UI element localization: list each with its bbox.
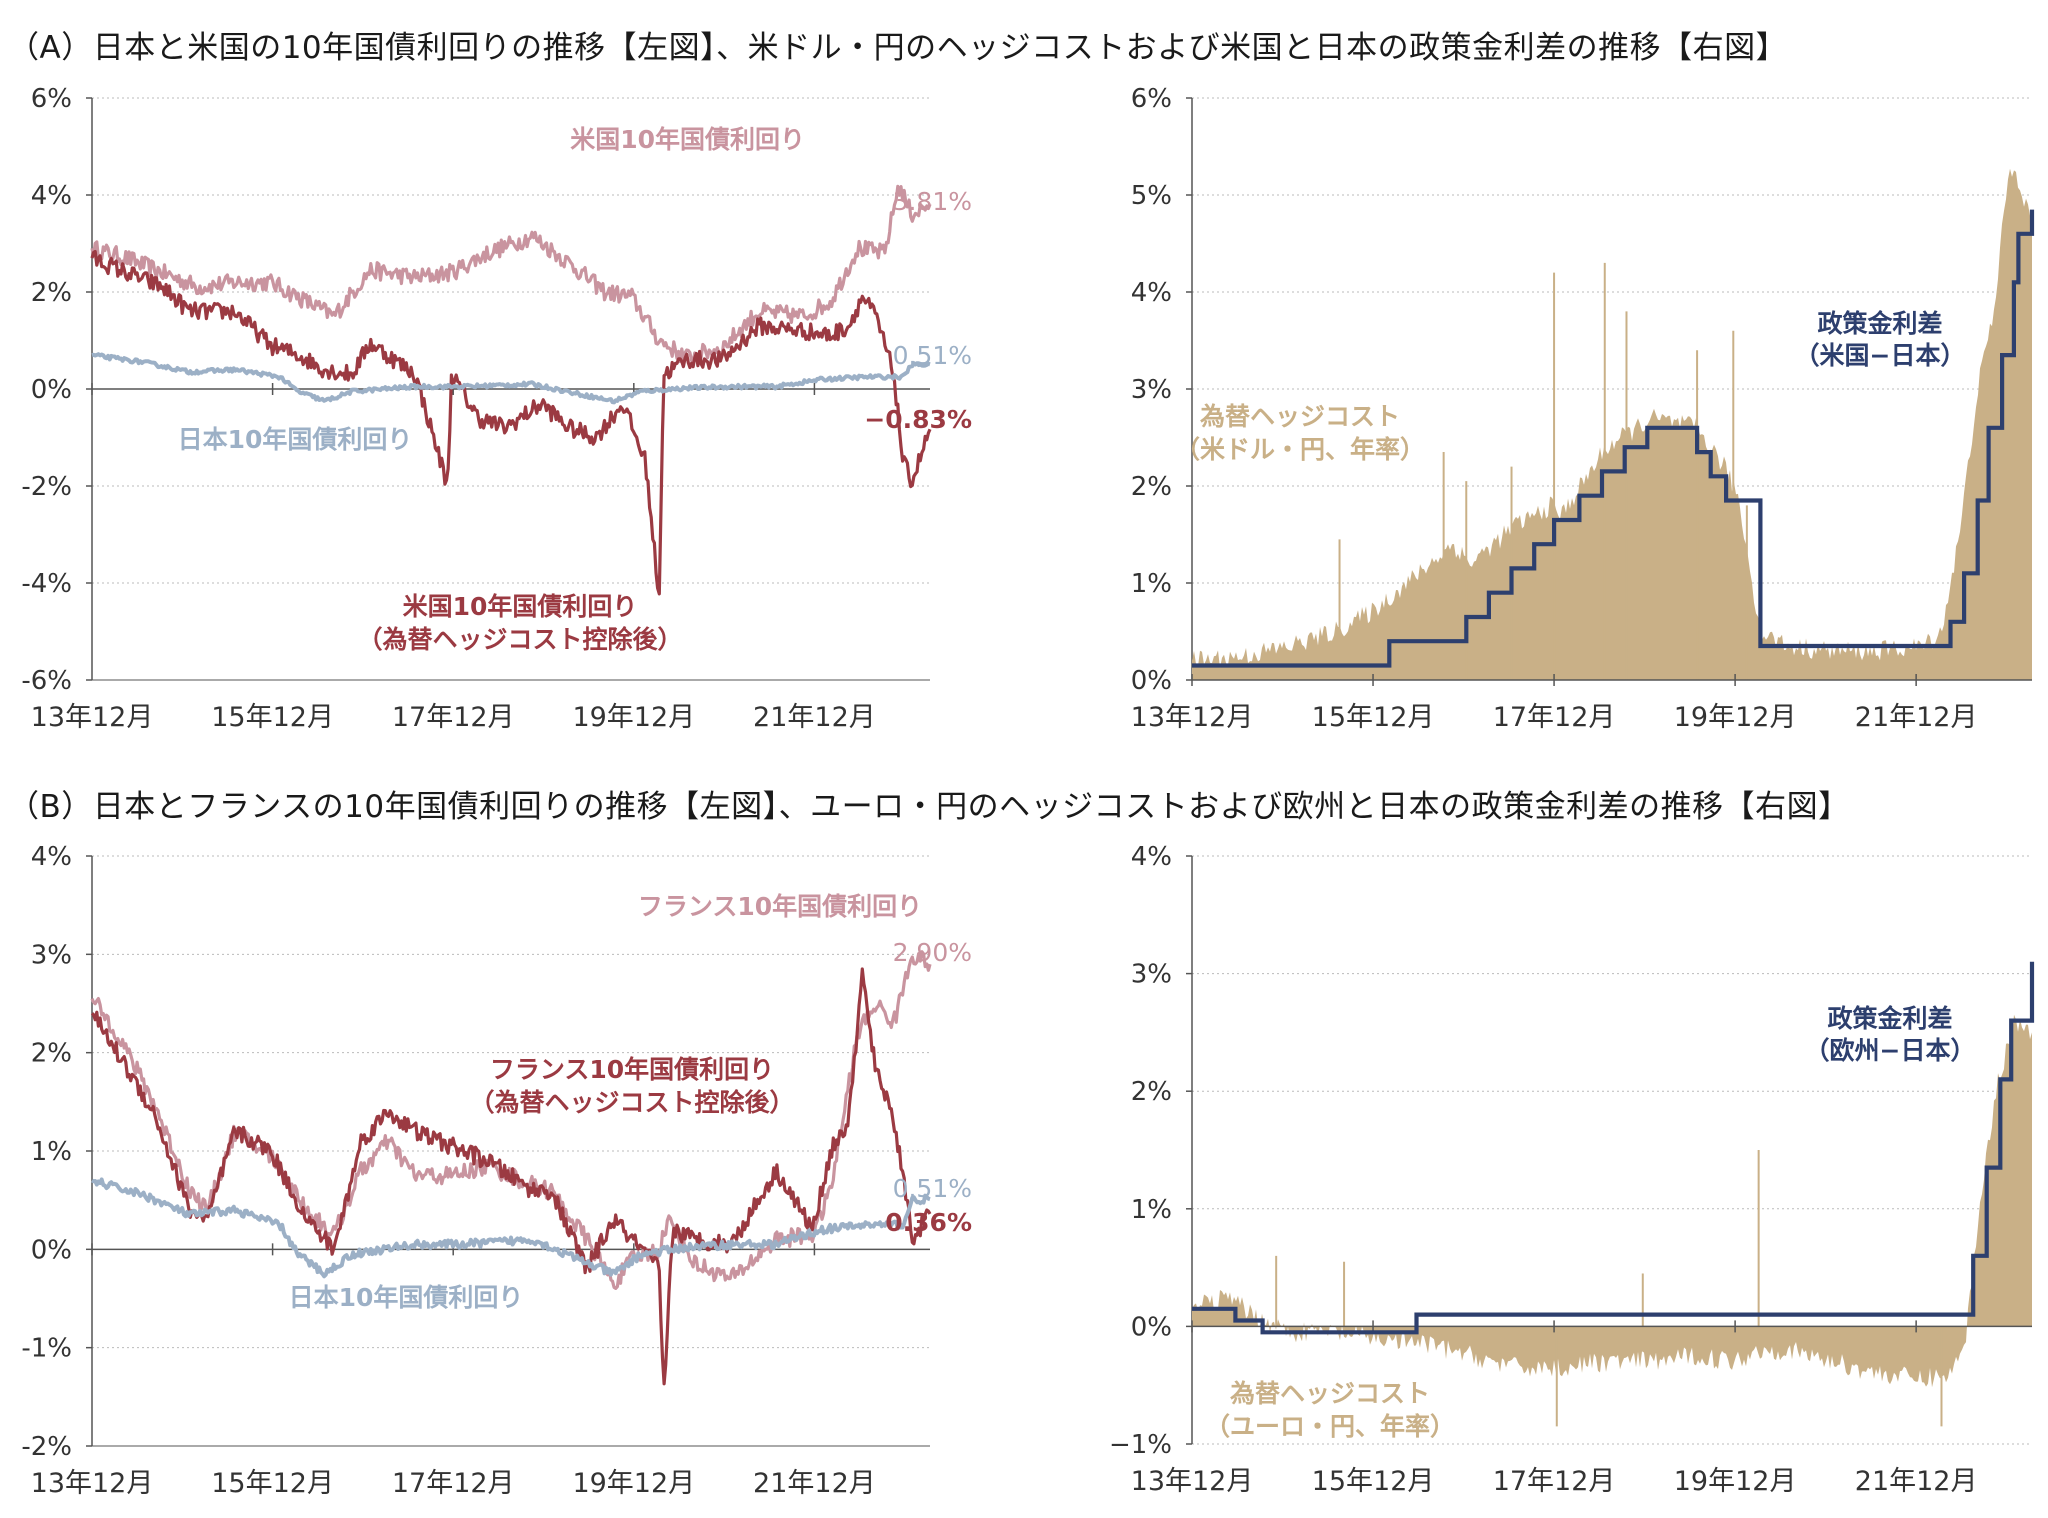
end-value-label-japan: 0.51% [893, 1174, 972, 1203]
chart-a-left-svg: 6% 4% 2% 0% -2% -4% -6% 13年12月 15年12月 17年12月 19年12… [21, 84, 972, 733]
end-value-label-foreign: 3.81% [893, 187, 972, 216]
y-tick-label: 2% [1131, 472, 1172, 502]
chart-a-left: 6% 4% 2% 0% -2% -4% -6% 13年12月 15年12月 17年12月 19年12… [0, 70, 1000, 770]
x-tick-label: 13年12月 [31, 702, 154, 733]
y-tick-label: 0% [31, 1235, 72, 1265]
y-tick-label: 0% [1131, 1312, 1172, 1342]
x-tick-label: 21年12月 [753, 702, 876, 733]
x-tick-label: 19年12月 [1674, 702, 1797, 733]
series-label-policy_diff: （米国−日本） [1795, 341, 1966, 370]
series-label-foreign: 米国10年国債利回り [570, 125, 805, 154]
x-tick-label: 15年12月 [211, 702, 334, 733]
x-tick-label: 17年12月 [1493, 702, 1616, 733]
y-tick-label: 4% [1131, 278, 1172, 308]
section-b-title: （B）日本とフランスの10年国債利回りの推移【左図】、ユーロ・円のヘッジコストお… [8, 789, 1850, 825]
end-value-label-hedged: 0.36% [885, 1208, 972, 1237]
x-tick-label: 15年12月 [1312, 702, 1435, 733]
y-tick-label: 5% [1131, 181, 1172, 211]
y-tick-label: 0% [1131, 666, 1172, 696]
policy-diff-step-line [1192, 961, 2035, 1335]
x-tick-label: 13年12月 [1131, 702, 1254, 733]
x-tick-label: 21年12月 [1855, 1466, 1978, 1497]
chart-a-right: 6% 5% 4% 3% 2% 1% 0% 13年12月 15年12月 17年12月 19年12月 21… [1060, 70, 2048, 770]
x-tick-label: 19年12月 [572, 1468, 695, 1499]
policy-diff-step-line [1192, 209, 2035, 668]
y-tick-label: 4% [31, 181, 72, 211]
series-line-hedged [90, 967, 932, 1386]
y-tick-label: 1% [1131, 1195, 1172, 1225]
chart-a-right-svg: 6% 5% 4% 3% 2% 1% 0% 13年12月 15年12月 17年12月 19年12月 21… [1131, 84, 2035, 733]
y-tick-label: −1% [1109, 1430, 1172, 1460]
series-label-policy_diff: 政策金利差 [1817, 309, 1942, 338]
series-label-hedged: フランス10年国債利回り [490, 1055, 774, 1084]
y-tick-label: 2% [31, 278, 72, 308]
y-tick-label: 3% [31, 940, 72, 970]
y-tick-label: 3% [1131, 960, 1172, 990]
series-label-hedged: 米国10年国債利回り [403, 592, 638, 621]
y-tick-label: -1% [21, 1334, 72, 1364]
hedge-cost-area [1192, 1014, 2032, 1388]
y-tick-label: 2% [31, 1039, 72, 1069]
y-tick-label: -2% [21, 472, 72, 502]
end-value-label-hedged: −0.83% [864, 405, 972, 434]
chart-b-left-svg: 4% 3% 2% 1% 0% -1% -2% 13年12月 15年12月 17年12月 19年12月… [21, 842, 972, 1499]
series-label-hedge_cost: （ユーロ・円、年率） [1205, 1412, 1455, 1441]
y-tick-label: -2% [21, 1432, 72, 1462]
chart-b-right-svg: 4% 3% 2% 1% 0% −1% 13年12月 15年12月 17年12月 19年12月 21年… [1109, 842, 2035, 1497]
x-tick-label: 13年12月 [1131, 1466, 1254, 1497]
end-value-label-japan: 0.51% [893, 341, 972, 370]
series-label-hedge_cost: 為替ヘッジコスト [1230, 1379, 1430, 1408]
end-value-label-foreign: 2.90% [893, 938, 972, 967]
y-tick-label: 3% [1131, 375, 1172, 405]
series-label-policy_diff: （欧州−日本） [1805, 1036, 1976, 1065]
x-tick-label: 21年12月 [753, 1468, 876, 1499]
y-tick-label: 6% [1131, 84, 1172, 114]
y-tick-label: -4% [21, 569, 72, 599]
x-tick-label: 15年12月 [211, 1468, 334, 1499]
x-tick-label: 19年12月 [1674, 1466, 1797, 1497]
y-tick-label: 2% [1131, 1077, 1172, 1107]
x-tick-label: 15年12月 [1312, 1466, 1435, 1497]
y-tick-label: 1% [31, 1137, 72, 1167]
chart-b-left: 4% 3% 2% 1% 0% -1% -2% 13年12月 15年12月 17年12月 19年12月… [0, 834, 1000, 1518]
chart-b-right: 4% 3% 2% 1% 0% −1% 13年12月 15年12月 17年12月 19年12月 21年… [1060, 834, 2048, 1518]
x-tick-label: 13年12月 [31, 1468, 154, 1499]
series-label-policy_diff: 政策金利差 [1827, 1004, 1952, 1033]
y-tick-label: -6% [21, 666, 72, 696]
y-tick-label: 1% [1131, 569, 1172, 599]
series-label-japan: 日本10年国債利回り [178, 425, 413, 454]
y-tick-label: 6% [31, 84, 72, 114]
x-tick-label: 17年12月 [392, 1468, 515, 1499]
x-tick-label: 17年12月 [1493, 1466, 1616, 1497]
series-label-hedged: （為替ヘッジコスト控除後） [469, 1088, 794, 1117]
y-tick-label: 0% [31, 375, 72, 405]
series-line-hedged [90, 249, 932, 596]
series-label-foreign: フランス10年国債利回り [638, 892, 922, 921]
series-line-foreign [90, 184, 932, 364]
hedge-cost-area [1192, 168, 2032, 680]
series-line-japan [91, 352, 931, 405]
series-line-japan [91, 1177, 931, 1279]
x-tick-label: 19年12月 [572, 702, 695, 733]
y-tick-label: 4% [1131, 842, 1172, 872]
y-tick-label: 4% [31, 842, 72, 872]
x-tick-label: 17年12月 [392, 702, 515, 733]
series-label-hedged: （為替ヘッジコスト控除後） [357, 625, 682, 654]
series-label-hedge_cost: 為替ヘッジコスト [1200, 402, 1400, 431]
series-label-hedge_cost: （米ドル・円、年率） [1175, 435, 1425, 464]
x-tick-label: 21年12月 [1855, 702, 1978, 733]
section-a-title: （A）日本と米国の10年国債利回りの推移【左図】、米ドル・円のヘッジコストおよび… [8, 30, 1788, 66]
series-label-japan: 日本10年国債利回り [289, 1283, 524, 1312]
